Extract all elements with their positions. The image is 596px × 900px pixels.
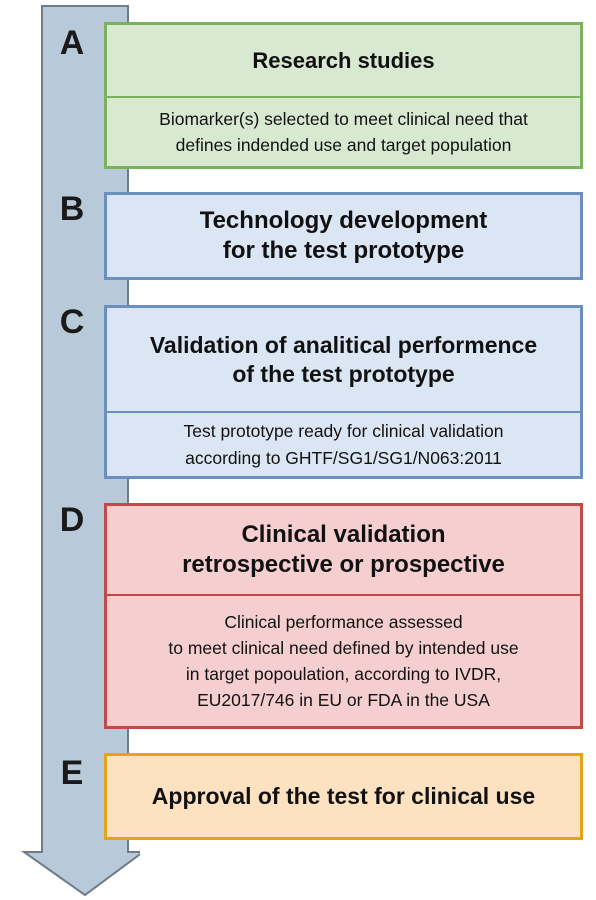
stage-d-desc-line-1: Clinical performance assessed — [224, 611, 463, 632]
stage-b-title-line-1: Technology development — [199, 207, 488, 234]
stage-b-technology-development: Technology development for the test prot… — [104, 192, 583, 280]
stage-c-title-line-1: Validation of analitical performence — [149, 331, 538, 358]
stage-c-title: Validation of analitical performence of … — [107, 308, 580, 411]
stage-c-desc-line-1: Test prototype ready for clinical valida… — [183, 421, 504, 442]
stage-d-clinical-validation: Clinical validation retrospective or pro… — [104, 503, 583, 729]
stage-letter-c: C — [59, 303, 85, 341]
stage-b-title-line-2: for the test prototype — [222, 237, 465, 264]
stage-letter-a: A — [59, 24, 85, 62]
stage-d-desc-line-3: in target popoulation, according to IVDR… — [185, 664, 502, 684]
stage-d-desc-line-4: EU2017/746 in EU or FDA in the USA — [197, 690, 490, 711]
stage-a-research-studies: Research studies Biomarker(s) selected t… — [104, 22, 583, 169]
stage-e-title-line: Approval of the test for clinical use — [151, 783, 536, 810]
stage-letter-d: D — [59, 501, 85, 539]
stage-a-desc-line-1: Biomarker(s) selected to meet clinical n… — [159, 108, 528, 129]
stage-d-desc-line-2: to meet clinical need defined by intende… — [168, 637, 519, 658]
stage-c-title-line-2: of the test prototype — [232, 360, 455, 387]
stage-letter-b: B — [59, 190, 85, 228]
stage-a-description: Biomarker(s) selected to meet clinical n… — [107, 96, 580, 166]
stage-letter-e: E — [60, 754, 84, 792]
stage-d-title-line-1: Clinical validation — [241, 521, 446, 548]
stage-c-description: Test prototype ready for clinical valida… — [107, 411, 580, 476]
stage-d-title: Clinical validation retrospective or pro… — [107, 506, 580, 594]
stage-a-desc-line-2: defines indended use and target populati… — [175, 135, 512, 155]
stage-a-title: Research studies — [107, 25, 580, 96]
stage-c-analytical-validation: Validation of analitical performence of … — [104, 305, 583, 479]
stage-e-title: Approval of the test for clinical use — [107, 756, 580, 837]
stage-d-title-line-2: retrospective or prospective — [182, 551, 505, 578]
stage-d-description: Clinical performance assessed to meet cl… — [107, 594, 580, 726]
stage-c-desc-line-2: according to GHTF/SG1/SG1/N063:2011 — [185, 447, 502, 468]
stage-e-approval: Approval of the test for clinical use — [104, 753, 583, 840]
stage-b-title: Technology development for the test prot… — [107, 195, 580, 277]
stage-a-title-line: Research studies — [252, 47, 435, 73]
